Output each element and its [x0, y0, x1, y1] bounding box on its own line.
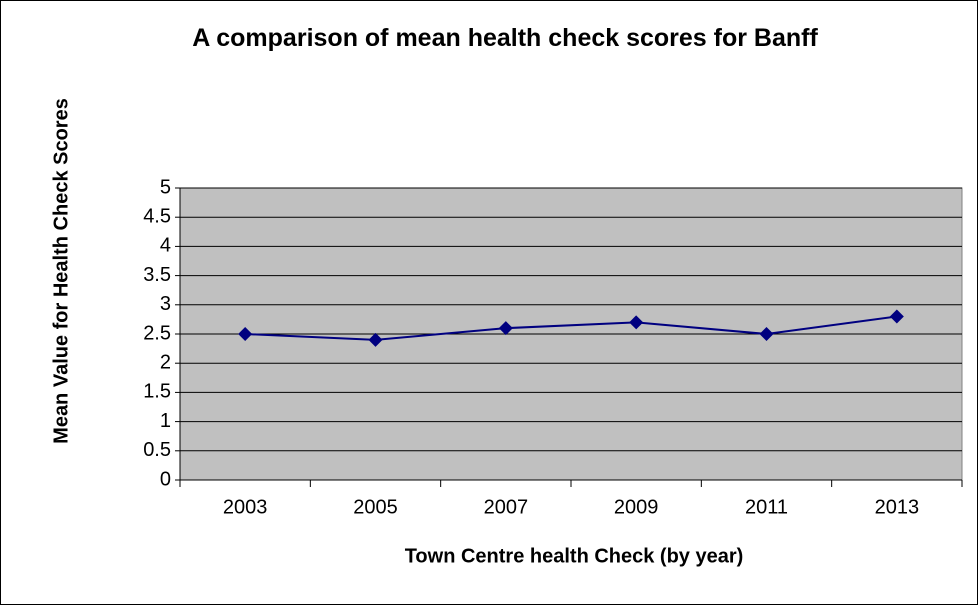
- y-tick-label: 2: [160, 351, 171, 373]
- x-tick-label: 2005: [353, 496, 398, 518]
- x-tick-label: 2003: [223, 496, 268, 518]
- data-point: [498, 321, 513, 336]
- y-tick-label: 4: [160, 235, 171, 257]
- y-tick-label: 3: [160, 293, 171, 315]
- y-axis-label: Mean Value for Health Check Scores: [50, 98, 72, 444]
- y-tick-label: 5: [160, 176, 171, 198]
- y-tick-label: 3.5: [143, 264, 171, 286]
- y-tick-label: 4.5: [143, 205, 171, 227]
- chart-title: A comparison of mean health check scores…: [192, 24, 818, 52]
- y-tick-label: 1.5: [143, 381, 171, 403]
- y-tick-label: 2.5: [143, 322, 171, 344]
- data-point: [368, 332, 383, 347]
- data-point: [759, 327, 774, 341]
- y-tick-label: 1: [160, 410, 171, 432]
- x-axis-label: Town Centre health Check (by year): [405, 545, 744, 567]
- x-tick-label: 2011: [745, 496, 788, 518]
- series-line: [245, 315, 897, 341]
- y-tick-label: 0: [160, 468, 171, 490]
- x-tick-label: 2013: [875, 496, 920, 518]
- x-tick-label: 2009: [614, 496, 659, 518]
- x-tick-label: 2007: [484, 496, 529, 518]
- data-point: [889, 309, 904, 324]
- y-tick-label: 0.5: [143, 439, 171, 461]
- data-point: [629, 315, 644, 330]
- data-point: [238, 327, 253, 341]
